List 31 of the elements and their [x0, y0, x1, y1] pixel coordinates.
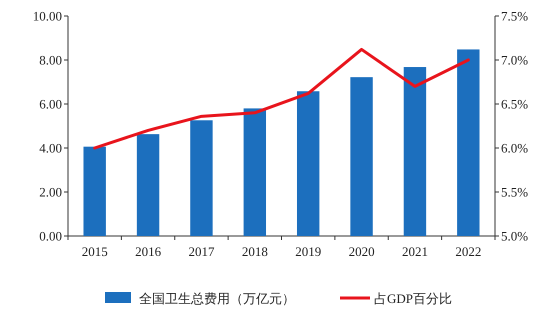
x-tick-label: 2020 — [348, 244, 375, 259]
bar — [244, 108, 266, 236]
legend-label: 全国卫生总费用（万亿元） — [139, 291, 295, 306]
y-tick-label: 8.00 — [39, 52, 62, 68]
y2-tick-label: 7.5% — [501, 8, 528, 24]
bar — [83, 146, 106, 236]
x-tick-label: 2021 — [402, 244, 428, 259]
x-tick-label: 2018 — [242, 244, 268, 259]
y2-tick-label: 5.0% — [501, 228, 528, 244]
x-tick-label: 2017 — [188, 244, 215, 259]
legend-label: 占GDP百分比 — [374, 291, 452, 306]
bar — [457, 49, 480, 236]
x-tick-label: 2015 — [82, 244, 108, 259]
bar — [350, 77, 373, 236]
bar — [136, 134, 160, 236]
y2-tick-label: 6.5% — [501, 96, 528, 112]
y2-tick-label: 6.0% — [501, 140, 528, 156]
x-tick-label: 2016 — [135, 244, 162, 259]
line-series — [93, 48, 470, 150]
x-tick-label: 2022 — [455, 244, 482, 259]
bar — [404, 67, 426, 236]
y-tick-label: 2.00 — [39, 184, 62, 200]
x-tick-label: 2019 — [295, 244, 322, 259]
y-tick-label: 4.00 — [39, 140, 62, 156]
y2-tick-label: 7.0% — [501, 52, 528, 68]
y-tick-label: 10.00 — [32, 8, 62, 24]
y-tick-label: 0.00 — [39, 228, 62, 244]
y2-tick-label: 5.5% — [501, 184, 528, 200]
bar — [190, 120, 213, 236]
y-tick-label: 6.00 — [39, 96, 62, 112]
bar — [296, 91, 320, 236]
